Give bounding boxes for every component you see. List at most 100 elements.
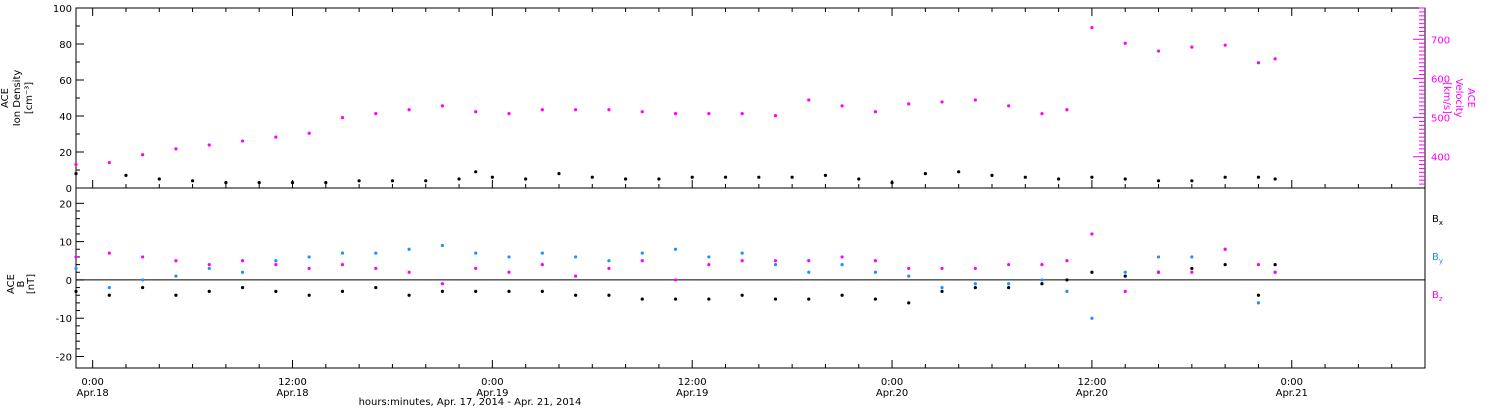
- data-point: [257, 181, 261, 185]
- data-point: [1123, 274, 1127, 278]
- data-point: [973, 282, 977, 286]
- data-point: [1223, 247, 1227, 251]
- data-point: [940, 100, 944, 104]
- date-tick-label: Apr.19: [476, 388, 508, 399]
- data-point: [307, 293, 311, 297]
- data-point: [840, 293, 844, 297]
- date-tick-label: Apr.18: [77, 388, 109, 399]
- data-point: [307, 266, 311, 271]
- top-panel-frame: [75, 7, 1426, 189]
- data-point: [1156, 255, 1161, 259]
- data-point: [174, 259, 178, 263]
- data-point: [840, 255, 844, 259]
- data-point: [873, 259, 878, 263]
- date-tick-label: Apr.18: [276, 388, 308, 399]
- data-point: [274, 259, 278, 263]
- data-point: [207, 266, 211, 271]
- data-point: [390, 179, 395, 183]
- data-point: [823, 173, 828, 177]
- data-point: [74, 172, 78, 176]
- data-point: [1040, 278, 1044, 282]
- data-point: [574, 274, 578, 278]
- data-point: [174, 274, 178, 278]
- data-point: [873, 297, 878, 301]
- data-point: [1256, 262, 1261, 267]
- date-tick-label: Apr.20: [876, 388, 908, 399]
- data-point: [890, 181, 894, 185]
- field-series-group: [74, 232, 1277, 320]
- velocity-axis: 400 500 600 700: [1413, 7, 1450, 185]
- data-point: [1256, 175, 1261, 179]
- data-point: [540, 289, 544, 294]
- data-point: [673, 297, 678, 301]
- data-point: [740, 259, 744, 263]
- data-point: [873, 110, 878, 114]
- data-point: [507, 255, 511, 259]
- density-tick-label: 0: [66, 184, 72, 195]
- data-point: [141, 255, 145, 259]
- data-point: [1090, 232, 1094, 236]
- data-point: [307, 255, 311, 259]
- data-point: [1190, 255, 1194, 259]
- data-point: [607, 293, 611, 297]
- density-tick-label: 80: [59, 40, 72, 51]
- data-point: [640, 297, 644, 301]
- data-point: [424, 179, 428, 183]
- field-tick-label: -10: [56, 314, 72, 325]
- data-point: [1123, 177, 1127, 181]
- density-axis: 0 20 40 60 80 100: [53, 4, 84, 195]
- time-tick-label: 12:00: [1077, 377, 1106, 388]
- data-point: [1007, 104, 1011, 108]
- data-point: [574, 108, 578, 112]
- data-point: [1090, 316, 1094, 320]
- data-point: [274, 135, 278, 139]
- time-tick-label: 0:00: [881, 377, 903, 388]
- data-point: [640, 259, 644, 263]
- data-point: [940, 266, 944, 271]
- data-point: [174, 293, 178, 297]
- density-tick-label: 60: [59, 76, 72, 87]
- data-point: [374, 266, 378, 271]
- data-point: [474, 251, 478, 255]
- data-point: [1040, 262, 1044, 267]
- time-tick-label: 12:00: [278, 377, 307, 388]
- data-point: [340, 289, 345, 294]
- data-point: [907, 102, 911, 106]
- velocity-axis-label-3: [km/s]: [1441, 82, 1452, 114]
- top-time-ticks: [92, 8, 1393, 188]
- legend-entry: Bx: [1432, 214, 1443, 227]
- data-point: [1190, 270, 1194, 274]
- data-point: [1190, 179, 1194, 183]
- data-point: [807, 98, 811, 102]
- date-tick-label: Apr.20: [1076, 388, 1108, 399]
- data-point: [1273, 262, 1277, 267]
- data-point: [907, 301, 911, 305]
- data-point: [690, 175, 694, 179]
- data-point: [673, 247, 678, 251]
- field-legend: Bx By Bz: [1432, 214, 1443, 303]
- time-tick-label: 12:00: [678, 377, 707, 388]
- data-point: [1223, 43, 1227, 47]
- data-point: [157, 177, 161, 181]
- data-point: [1190, 266, 1194, 271]
- data-point: [207, 289, 211, 294]
- data-point: [707, 262, 711, 267]
- data-point: [657, 177, 661, 181]
- data-point: [623, 177, 628, 181]
- data-point: [440, 282, 444, 286]
- data-point: [673, 112, 678, 116]
- data-point: [673, 278, 678, 282]
- velocity-axis-label-2: Velocity: [1453, 78, 1464, 117]
- data-point: [290, 181, 295, 185]
- data-point: [857, 177, 861, 181]
- data-point: [1156, 179, 1161, 183]
- data-point: [607, 259, 611, 263]
- data-point: [174, 147, 178, 151]
- data-point: [240, 259, 245, 263]
- data-point: [723, 175, 728, 179]
- data-point: [807, 259, 811, 263]
- data-point: [524, 177, 528, 181]
- data-point: [107, 251, 111, 255]
- data-point: [107, 293, 111, 297]
